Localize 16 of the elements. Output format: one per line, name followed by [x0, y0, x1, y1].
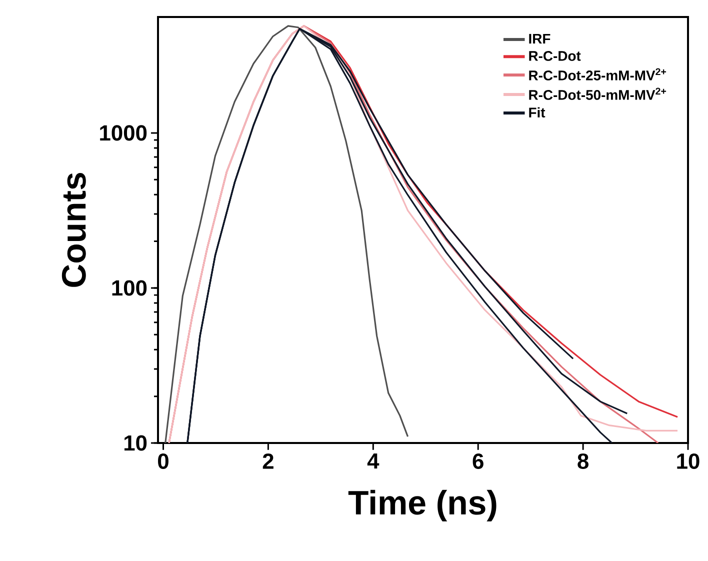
x-tick-label: 2 [262, 453, 274, 469]
x-axis-title: Time (ns) [348, 490, 496, 522]
legend-label: IRF [529, 34, 550, 44]
x-tick-label: 0 [158, 453, 168, 469]
y-axis-title: Counts [62, 173, 86, 287]
legend-label: R-C-Dot [529, 51, 581, 61]
legend-label: Fit [529, 107, 546, 118]
y-tick-label: 100 [112, 280, 147, 296]
x-tick-label: 10 [677, 453, 700, 469]
y-tick-label: 1000 [100, 125, 147, 141]
y-tick-label: 10 [124, 435, 147, 451]
x-tick-label: 8 [578, 453, 588, 469]
x-tick-label: 6 [472, 453, 484, 469]
legend-label: R-C-Dot-50-mM-MV$^{2+}$ [529, 88, 666, 100]
x-tick-label: 4 [367, 453, 380, 469]
legend-label: R-C-Dot-25-mM-MV$^{2+}$ [529, 68, 666, 80]
